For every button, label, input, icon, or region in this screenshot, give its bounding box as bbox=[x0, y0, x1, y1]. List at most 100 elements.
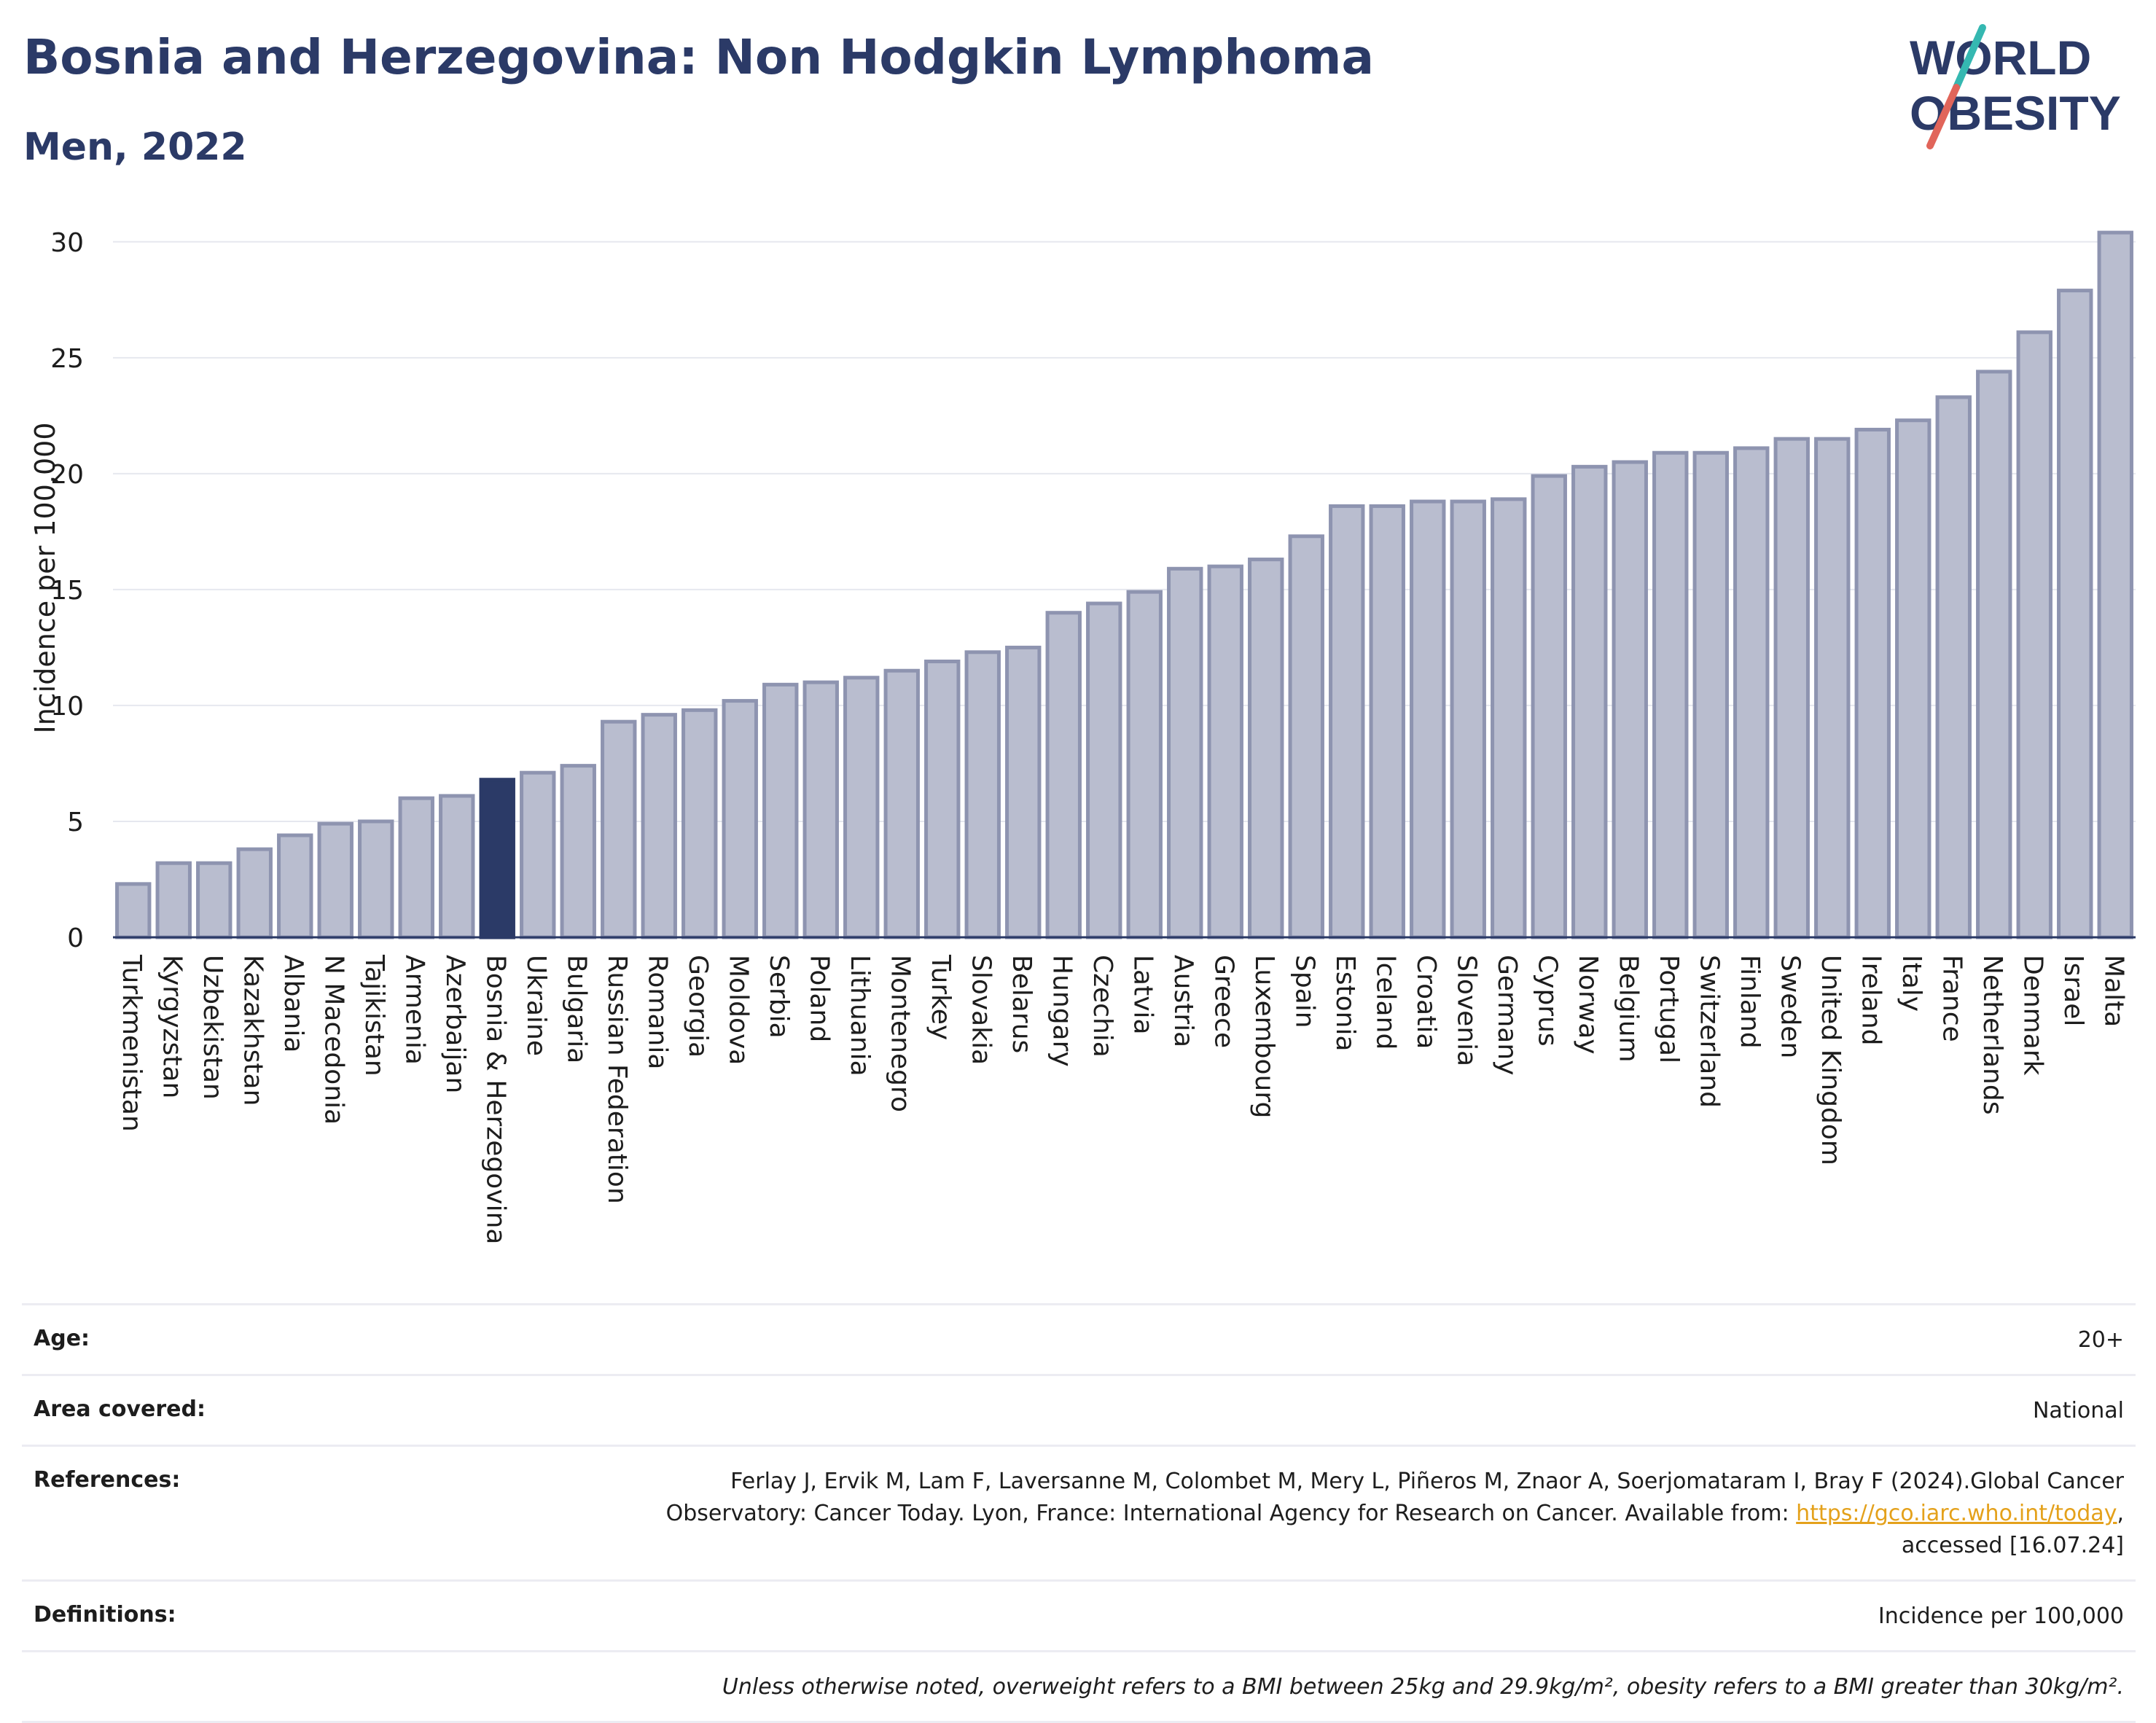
x-tick-label: Kyrgyzstan bbox=[157, 955, 187, 1098]
x-tick-label: France bbox=[1937, 955, 1966, 1042]
x-tick-label: Ukraine bbox=[521, 955, 551, 1056]
x-tick-label: Croatia bbox=[1411, 955, 1441, 1049]
x-tick-label: Germany bbox=[1492, 955, 1522, 1075]
y-tick-label: 5 bbox=[67, 808, 84, 837]
y-tick-label: 20 bbox=[50, 460, 84, 490]
x-axis-labels: Turkmenistan Kyrgyzstan Uzbekistan Kazakhst… bbox=[117, 954, 2129, 1244]
bar-bulgaria bbox=[560, 764, 596, 939]
info-row-age: Age: 20+ bbox=[22, 1303, 2136, 1374]
bar-portugal bbox=[1652, 450, 1689, 939]
x-tick-label: Finland bbox=[1735, 955, 1765, 1049]
x-tick-label: Poland bbox=[804, 955, 834, 1042]
obesity-definition-note: Unless otherwise noted, overweight refer… bbox=[722, 1674, 2124, 1700]
x-tick-label: Romania bbox=[642, 955, 672, 1069]
bar-latvia bbox=[1126, 590, 1163, 939]
world-obesity-logo: WORLD OBESITY bbox=[1910, 24, 2121, 149]
x-tick-label: Greece bbox=[1208, 955, 1238, 1048]
bar-azerbaijan bbox=[439, 794, 475, 939]
y-tick-label: 0 bbox=[67, 923, 84, 953]
chart-title: Bosnia and Herzegovina: Non Hodgkin Lymp… bbox=[23, 29, 1374, 85]
x-tick-label: Belarus bbox=[1007, 955, 1036, 1053]
bar-georgia bbox=[681, 708, 718, 939]
x-tick-label: Georgia bbox=[683, 955, 713, 1058]
x-tick-label: Luxembourg bbox=[1249, 955, 1279, 1118]
info-row-references: References: Ferlay J, Ervik M, Lam F, La… bbox=[22, 1445, 2136, 1579]
bar-iceland bbox=[1369, 504, 1405, 939]
bar-serbia bbox=[762, 682, 799, 939]
x-tick-label: Moldova bbox=[723, 955, 753, 1065]
bar-luxembourg bbox=[1248, 558, 1284, 939]
bar-ukraine bbox=[520, 770, 556, 939]
x-tick-label: Malta bbox=[2098, 955, 2128, 1027]
x-tick-label: N Macedonia bbox=[319, 955, 348, 1125]
x-tick-label: Czechia bbox=[1087, 955, 1117, 1058]
bar-albania bbox=[277, 833, 313, 939]
x-tick-label: Switzerland bbox=[1694, 955, 1724, 1108]
y-tick-label: 10 bbox=[50, 692, 84, 722]
bar-switzerland bbox=[1692, 450, 1729, 939]
definitions-label: Definitions: bbox=[34, 1602, 176, 1628]
bar-montenegro bbox=[883, 668, 920, 939]
area-value: National bbox=[2032, 1398, 2124, 1423]
x-tick-label: Norway bbox=[1573, 955, 1603, 1055]
bar-cyprus bbox=[1531, 474, 1567, 939]
x-tick-label: Sweden bbox=[1775, 955, 1805, 1058]
bar-turkmenistan bbox=[115, 882, 152, 939]
references-link[interactable]: https://gco.iarc.who.int/today bbox=[1796, 1501, 2117, 1526]
x-tick-label: Turkmenistan bbox=[117, 954, 147, 1132]
age-value: 20+ bbox=[2077, 1327, 2124, 1353]
definitions-value: Incidence per 100,000 bbox=[1878, 1603, 2124, 1629]
bar-malta bbox=[2097, 230, 2133, 939]
references-text-1: Ferlay J, Ervik M, Lam F, Laversanne M, … bbox=[730, 1469, 2124, 1494]
x-tick-label: Russian Federation bbox=[602, 955, 632, 1204]
bar-croatia bbox=[1410, 499, 1446, 939]
bar-france bbox=[1935, 395, 1972, 939]
bar-estonia bbox=[1329, 504, 1365, 939]
age-label: Age: bbox=[34, 1326, 90, 1351]
bar-tajikistan bbox=[358, 819, 394, 939]
bar-czechia bbox=[1086, 601, 1122, 939]
x-tick-label: Bosnia & Herzegovina bbox=[480, 955, 510, 1244]
x-tick-label: Turkey bbox=[926, 954, 956, 1040]
x-tick-label: Hungary bbox=[1047, 955, 1077, 1067]
x-tick-label: Slovakia bbox=[966, 955, 996, 1065]
bar-moldova bbox=[722, 699, 758, 939]
bar-poland bbox=[802, 680, 839, 939]
info-row-area: Area covered: National bbox=[22, 1374, 2136, 1445]
bar-slovakia bbox=[964, 650, 1001, 939]
area-label: Area covered: bbox=[34, 1396, 206, 1422]
x-tick-label: Cyprus bbox=[1532, 955, 1562, 1047]
references-text-2: Observatory: Cancer Today. Lyon, France:… bbox=[665, 1501, 1797, 1526]
x-tick-label: Denmark bbox=[2018, 955, 2047, 1076]
x-tick-label: Spain bbox=[1289, 955, 1319, 1028]
bar-lithuania bbox=[843, 676, 880, 939]
bar-belgium bbox=[1612, 460, 1648, 939]
bar-slovenia bbox=[1450, 499, 1486, 939]
bar-ireland bbox=[1854, 427, 1891, 939]
references-value: Ferlay J, Ervik M, Lam F, Laversanne M, … bbox=[22, 1447, 2136, 1579]
x-tick-label: Belgium bbox=[1613, 955, 1643, 1063]
bar-uzbekistan bbox=[196, 861, 233, 939]
logo-text-world: WORLD bbox=[1910, 31, 2091, 85]
bar-bosnia-herzegovina bbox=[479, 778, 515, 939]
references-label: References: bbox=[34, 1467, 181, 1493]
bars bbox=[115, 230, 2133, 939]
bar-russian-federation bbox=[601, 719, 637, 939]
x-tick-label: Albania bbox=[278, 955, 308, 1052]
x-tick-label: Kazakhstan bbox=[238, 955, 267, 1106]
bar-belarus bbox=[1005, 645, 1042, 939]
x-tick-label: Italy bbox=[1897, 955, 1926, 1012]
bar-spain bbox=[1288, 534, 1324, 939]
bar-kyrgyzstan bbox=[155, 861, 192, 939]
x-tick-label: Austria bbox=[1168, 955, 1198, 1047]
x-tick-label: Netherlands bbox=[1977, 955, 2007, 1114]
bar-israel bbox=[2057, 289, 2093, 939]
bar-n-macedonia bbox=[317, 821, 354, 939]
x-tick-label: Azerbaijan bbox=[440, 955, 470, 1093]
y-axis-ticks: 0 5 10 15 20 25 30 bbox=[50, 228, 84, 953]
references-text-4: accessed [16.07.24] bbox=[1901, 1533, 2124, 1558]
references-text-3: , bbox=[2117, 1501, 2124, 1526]
bar-austria bbox=[1167, 566, 1203, 939]
x-tick-label: Bulgaria bbox=[561, 955, 591, 1063]
bar-kazakhstan bbox=[236, 847, 273, 939]
